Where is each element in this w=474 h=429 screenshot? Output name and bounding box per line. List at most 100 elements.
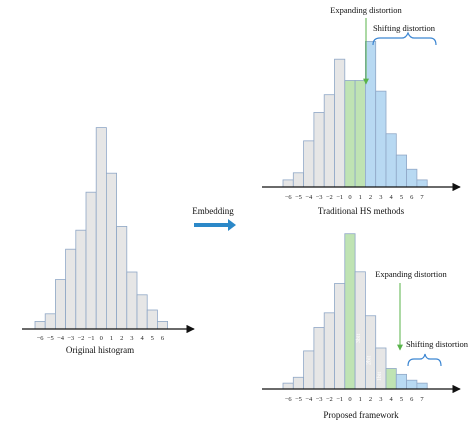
traditional-bar xyxy=(406,168,418,188)
proposed-bar xyxy=(323,312,335,390)
original-tick-label: 5 xyxy=(151,335,154,342)
traditional-tick-label: 0 xyxy=(348,194,351,201)
traditional-tick-label: −1 xyxy=(336,194,343,201)
traditional-bar xyxy=(364,41,377,188)
original-tick-label: −6 xyxy=(37,335,45,342)
proposed-bar xyxy=(292,376,304,390)
traditional-histogram: −6 −5 −4 −3 −2 −1 0 1 2 3 4 5 6 7 Traditional HS meth… xyxy=(262,5,461,216)
traditional-bar xyxy=(375,90,387,188)
proposed-bar xyxy=(354,271,366,390)
proposed-tick-label: 0 xyxy=(348,396,351,403)
original-bar xyxy=(85,191,97,330)
proposed-caption: Proposed framework xyxy=(323,410,399,420)
original-tick-label: −1 xyxy=(88,335,95,342)
traditional-bar xyxy=(354,80,366,188)
traditional-tick-label: 3 xyxy=(379,194,382,201)
original-tick-label: 6 xyxy=(161,335,165,342)
proposed-tick-label: −2 xyxy=(326,396,333,403)
proposed-bar-label: 2bit xyxy=(367,355,373,365)
original-bar xyxy=(55,279,67,330)
traditional-bar xyxy=(395,154,407,188)
traditional-shifting-brace xyxy=(372,31,437,46)
original-tick-label: 3 xyxy=(130,335,133,342)
traditional-tick-label: −6 xyxy=(285,194,293,201)
traditional-bar xyxy=(334,58,346,188)
proposed-tick-label: 2 xyxy=(369,396,372,403)
traditional-bar xyxy=(385,133,397,188)
original-tick-label: −5 xyxy=(47,335,54,342)
original-tick-label: −2 xyxy=(77,335,84,342)
proposed-expanding-label: Expanding distortion xyxy=(375,269,447,279)
original-tick-label: 0 xyxy=(100,335,103,342)
original-caption: Original histogram xyxy=(66,345,134,355)
proposed-tick-label: −5 xyxy=(295,396,302,403)
traditional-bar xyxy=(303,140,315,188)
traditional-bar xyxy=(282,179,294,188)
original-bar xyxy=(116,225,128,330)
proposed-bar xyxy=(364,315,377,390)
proposed-bar xyxy=(406,379,418,390)
proposed-bar-label: 1bit xyxy=(377,371,383,381)
traditional-tick-label: 7 xyxy=(420,194,424,201)
proposed-bar-label: 3bit xyxy=(356,333,362,343)
original-tick-label: −3 xyxy=(67,335,74,342)
original-bar xyxy=(126,271,138,330)
original-bar xyxy=(65,248,77,330)
proposed-bar xyxy=(416,382,428,390)
traditional-bar xyxy=(323,94,335,188)
original-tick-label: 2 xyxy=(120,335,123,342)
embedding-label: Embedding xyxy=(192,206,234,216)
embedding-arrow xyxy=(194,219,236,231)
original-bar xyxy=(156,320,168,330)
traditional-caption: Traditional HS methods xyxy=(318,206,405,216)
proposed-tick-label: 5 xyxy=(400,396,403,403)
traditional-bar xyxy=(313,112,325,188)
proposed-tick-label: 7 xyxy=(420,396,424,403)
proposed-bar xyxy=(334,283,346,390)
proposed-bar xyxy=(313,327,325,390)
original-tick-label: −4 xyxy=(57,335,65,342)
original-bar xyxy=(34,320,46,330)
original-bar xyxy=(95,127,107,330)
proposed-shifting-label: Shifting distortion xyxy=(406,339,469,349)
embedding-transition: Embedding xyxy=(192,206,236,231)
traditional-tick-label: 2 xyxy=(369,194,372,201)
proposed-bar xyxy=(344,233,356,390)
proposed-tick-label: 6 xyxy=(410,396,414,403)
traditional-bar xyxy=(416,179,428,188)
proposed-tick-label: 3 xyxy=(379,396,382,403)
original-bar xyxy=(75,229,87,330)
traditional-tick-label: 5 xyxy=(400,194,403,201)
original-bar xyxy=(136,294,148,330)
proposed-tick-label: −3 xyxy=(316,396,323,403)
traditional-tick-label: −5 xyxy=(295,194,302,201)
traditional-tick-label: −2 xyxy=(326,194,333,201)
proposed-tick-label: −4 xyxy=(305,396,313,403)
traditional-tick-label: 6 xyxy=(410,194,414,201)
original-bar xyxy=(146,309,158,330)
traditional-bar xyxy=(292,172,304,188)
proposed-tick-label: −6 xyxy=(285,396,293,403)
original-histogram: −6 −5 −4 −3 −2 −1 0 1 2 3 4 5 6 Original histogram xyxy=(22,127,195,355)
proposed-shifting-brace xyxy=(407,353,442,367)
proposed-tick-label: 4 xyxy=(390,396,394,403)
traditional-expanding-label: Expanding distortion xyxy=(330,5,402,15)
proposed-bar xyxy=(385,368,397,390)
traditional-tick-label: 1 xyxy=(359,194,362,201)
original-bar xyxy=(44,313,56,330)
original-bar xyxy=(106,172,118,330)
proposed-bar xyxy=(395,373,407,390)
traditional-tick-label: −4 xyxy=(305,194,313,201)
original-tick-label: 4 xyxy=(140,335,144,342)
original-tick-label: 1 xyxy=(110,335,113,342)
proposed-histogram: 3bit 2bit 1bit −6 −5 −4 −3 −2 −1 0 1 2 3 4 5 6 7 Propos… xyxy=(262,233,469,420)
proposed-tick-label: 1 xyxy=(359,396,362,403)
traditional-shifting-label: Shifting distortion xyxy=(373,23,436,33)
traditional-bar xyxy=(344,80,356,188)
proposed-bar xyxy=(282,382,294,390)
proposed-bar xyxy=(375,347,387,390)
proposed-tick-label: −1 xyxy=(336,396,343,403)
traditional-tick-label: 4 xyxy=(390,194,394,201)
traditional-tick-label: −3 xyxy=(316,194,323,201)
